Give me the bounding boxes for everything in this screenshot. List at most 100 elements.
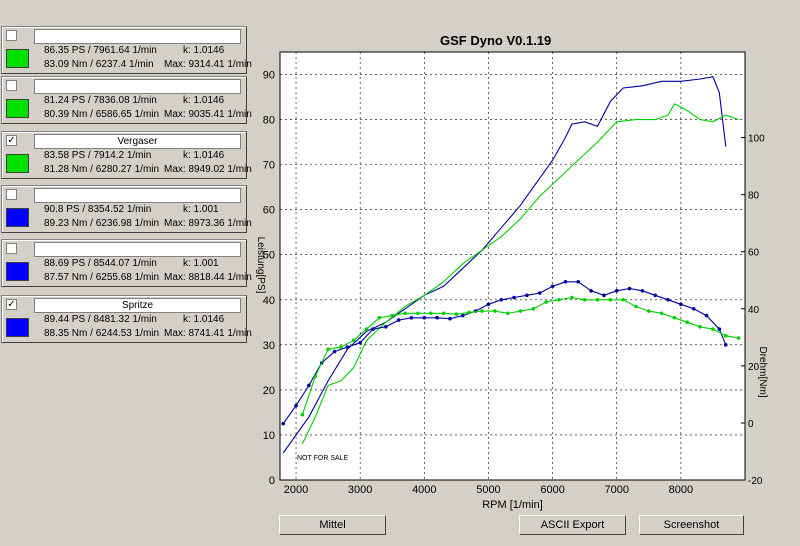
y-left-tick-label: 60 xyxy=(263,205,275,217)
ascii-export-button[interactable]: ASCII Export xyxy=(519,515,626,535)
series-point xyxy=(582,297,587,302)
x-tick-label: 4000 xyxy=(412,484,436,496)
series-point xyxy=(544,300,548,304)
run-power-peak: 88.69 PS / 8544.07 1/min xyxy=(44,258,157,269)
run-max-rpm: Max: 8949.02 1/min xyxy=(164,164,252,175)
series-point xyxy=(717,327,722,331)
series-point xyxy=(602,293,606,298)
run-color-swatch[interactable] xyxy=(6,99,29,118)
run-panel: ✓ Spritze 89.44 PS / 8481.32 1/min k: 1.014… xyxy=(1,295,252,343)
series-point xyxy=(480,309,484,313)
series-point xyxy=(460,313,465,318)
y-left-tick-label: 20 xyxy=(263,385,275,397)
series-point xyxy=(736,336,741,340)
run-visible-checkbox[interactable] xyxy=(6,80,17,91)
mittel-button[interactable]: Mittel xyxy=(279,515,386,535)
series-point xyxy=(396,318,401,322)
x-tick-label: 5000 xyxy=(476,484,500,496)
chart-title: GSF Dyno V0.1.19 xyxy=(440,33,552,48)
series-line xyxy=(301,296,739,415)
series-point xyxy=(326,347,330,352)
run-name-field[interactable] xyxy=(34,79,241,94)
run-visible-checkbox[interactable] xyxy=(6,189,17,200)
series-point xyxy=(409,316,414,320)
series-point xyxy=(595,297,600,302)
series-line xyxy=(282,76,727,454)
series-point xyxy=(403,311,407,316)
y-left-tick-label: 40 xyxy=(263,295,275,307)
run-panel: 88.69 PS / 8544.07 1/min k: 1.001 87.57 Nm… xyxy=(1,239,252,287)
run-name-field[interactable] xyxy=(34,29,241,44)
run-name-field[interactable]: Spritze xyxy=(34,298,241,313)
run-k-factor: k: 1.001 xyxy=(183,204,219,215)
y-left-tick-label: 0 xyxy=(269,475,275,487)
series-point xyxy=(723,334,728,338)
series-line xyxy=(282,281,727,425)
run-visible-checkbox[interactable]: ✓ xyxy=(6,135,17,146)
series-point xyxy=(313,374,318,379)
screenshot-button[interactable]: Screenshot xyxy=(639,515,744,535)
run-name-field[interactable] xyxy=(34,242,241,257)
series-point xyxy=(531,307,536,311)
run-k-factor: k: 1.0146 xyxy=(183,95,225,106)
series-point xyxy=(589,288,593,293)
run-name-field[interactable]: Vergaser xyxy=(34,134,241,149)
run-panel: ✓ Vergaser 83.58 PS / 7914.2 1/min k: 1.014… xyxy=(1,131,252,179)
series-point xyxy=(679,302,683,307)
series-point xyxy=(640,288,645,293)
series-point xyxy=(518,309,523,313)
run-color-swatch[interactable] xyxy=(6,262,29,281)
watermark-label: NOT FOR SALE xyxy=(297,455,349,462)
y-left-tick-label: 10 xyxy=(263,430,275,442)
series-point xyxy=(711,327,715,331)
series-point xyxy=(646,309,651,313)
series-point xyxy=(339,345,343,349)
y-right-tick-label: 60 xyxy=(748,248,760,259)
series-point xyxy=(422,316,427,320)
x-tick-label: 6000 xyxy=(540,484,564,496)
run-color-swatch[interactable] xyxy=(6,208,29,227)
run-panel: 90.8 PS / 8354.52 1/min k: 1.001 89.23 Nm … xyxy=(1,185,252,233)
run-visible-checkbox[interactable] xyxy=(6,243,17,254)
series-point xyxy=(653,293,658,298)
series-point xyxy=(557,297,561,302)
run-torque-peak: 88.35 Nm / 6244.53 1/min xyxy=(44,328,160,339)
run-torque-peak: 80.39 Nm / 6586.65 1/min xyxy=(44,109,160,120)
run-color-swatch[interactable] xyxy=(6,154,29,173)
y-left-tick-label: 80 xyxy=(263,115,275,127)
series-point xyxy=(345,345,350,349)
run-visible-checkbox[interactable] xyxy=(6,30,17,41)
y-left-tick-label: 90 xyxy=(263,70,275,82)
series-point xyxy=(627,286,632,291)
series-point xyxy=(416,311,420,316)
run-name-field[interactable] xyxy=(34,188,241,203)
run-max-rpm: Max: 8973.36 1/min xyxy=(164,218,252,229)
run-max-rpm: Max: 9314.41 1/min xyxy=(164,59,252,70)
series-point xyxy=(384,325,388,329)
series-point xyxy=(448,316,452,321)
series-point xyxy=(634,304,638,309)
x-axis-label: RPM [1/min] xyxy=(482,499,543,511)
series-point xyxy=(563,279,568,284)
series-point xyxy=(512,295,516,300)
run-torque-peak: 87.57 Nm / 6255.68 1/min xyxy=(44,272,160,283)
y-right-tick-label: 40 xyxy=(748,305,760,316)
x-tick-label: 8000 xyxy=(669,484,693,496)
run-visible-checkbox[interactable]: ✓ xyxy=(6,299,17,310)
y-left-tick-label: 50 xyxy=(263,250,275,262)
series-point xyxy=(281,421,286,426)
y-right-tick-label: 20 xyxy=(748,362,760,373)
x-tick-label: 7000 xyxy=(604,484,628,496)
y-right-tick-label: 0 xyxy=(748,419,754,430)
run-power-peak: 86.35 PS / 7961.64 1/min xyxy=(44,45,157,56)
series-point xyxy=(493,309,497,313)
run-panel: 86.35 PS / 7961.64 1/min k: 1.0146 83.09 N… xyxy=(1,26,252,74)
run-color-swatch[interactable] xyxy=(6,49,29,68)
run-max-rpm: Max: 9035.41 1/min xyxy=(164,109,252,120)
run-panel: 81.24 PS / 7836.08 1/min k: 1.0146 80.39 N… xyxy=(1,76,252,124)
y-left-axis-label: Leistung[PS] xyxy=(255,237,266,294)
series-point xyxy=(358,340,362,345)
series-point xyxy=(537,291,542,295)
run-color-swatch[interactable] xyxy=(6,318,29,337)
series-point xyxy=(300,412,305,417)
